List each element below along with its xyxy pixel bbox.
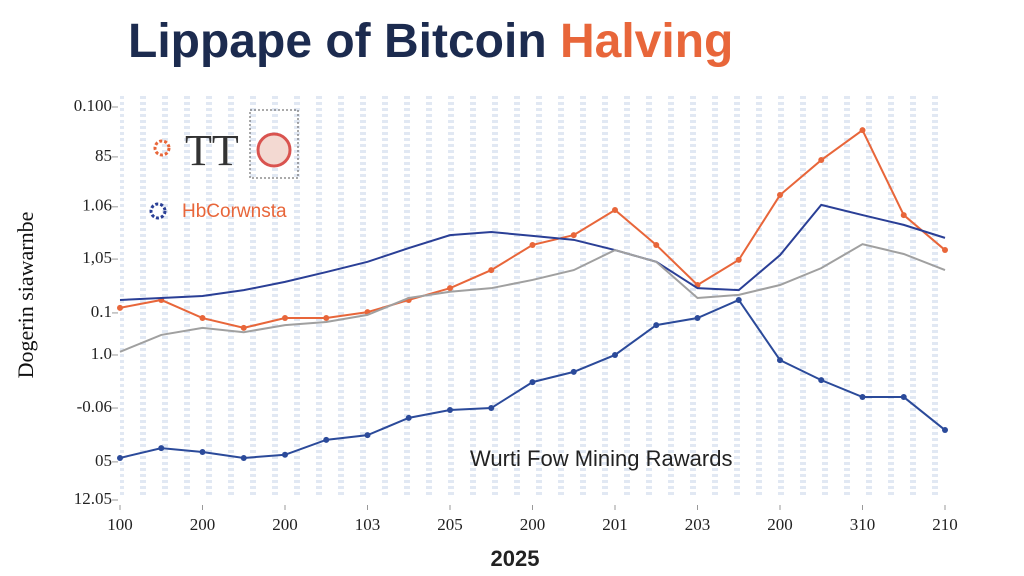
series-marker [447,285,453,292]
x-tick-label: 100 [107,515,133,534]
y-tick-label: 1,05 [82,248,112,267]
x-tick-label: 203 [685,515,711,534]
series-line [119,243,946,353]
series-marker [199,315,206,322]
legend-icon [153,139,171,157]
x-tick-label: 205 [437,515,463,534]
series-line [119,203,946,301]
series-marker [282,451,288,458]
series-marker [942,427,948,434]
series-marker [818,157,825,164]
series-marker [612,351,618,358]
series-marker [694,315,701,322]
series-marker [859,394,866,401]
y-tick-label: 85 [95,146,112,165]
x-tick-label: 201 [602,515,628,534]
x-tick-label: 200 [272,515,298,534]
series-marker [405,414,412,421]
y-tick-label: 1.06 [82,196,112,215]
legend-box [249,109,299,179]
series-marker [570,232,577,239]
y-tick-label: 0.1 [91,302,112,321]
series-marker [529,379,536,386]
legend-glyph: TT [185,126,239,175]
legend-label: HbCorwnsta [182,201,287,222]
y-tick-label: -0.06 [77,397,112,416]
series-marker [323,315,330,322]
series-marker [488,405,495,412]
y-axis-label: Dogerin siawarnbe [13,212,38,379]
x-tick-label: 200 [190,515,216,534]
y-tick-label: 05 [95,451,112,470]
legend-icon [256,132,292,168]
series-marker [570,368,577,375]
series-marker [777,192,783,199]
x-tick-label: 210 [932,515,958,534]
x-tick-label: 200 [520,515,546,534]
chart-title: Lippape of Bitcoin Halving [128,15,733,68]
y-tick-label: 0.100 [74,96,112,115]
series-marker [117,454,123,461]
series-marker [653,241,660,248]
series-marker [158,445,165,452]
series-marker [612,206,618,213]
series-marker [529,241,536,248]
series-marker [240,324,247,331]
series-marker [323,436,330,443]
series-marker [488,267,495,274]
x-tick-label: 200 [767,515,793,534]
series-marker [859,127,866,134]
annotation: Wurti Fow Mining Rawards [470,446,732,471]
y-tick-label: 12.05 [74,489,112,508]
series-marker [653,322,660,329]
y-tick-label: 1.0 [91,344,112,363]
series-marker [777,357,783,364]
legend: TT HbCorwnsta [149,109,299,222]
series-marker [735,296,742,303]
series-marker [364,432,371,439]
x-tick-label: 310 [850,515,876,534]
series-marker [447,407,453,414]
series-marker [282,315,288,322]
series-marker [117,304,123,311]
series-marker [199,449,206,456]
series-marker [818,377,825,384]
x-tick-label: 103 [355,515,381,534]
x-axis-label: 2025 [491,546,540,571]
background-bands [120,95,950,495]
series-marker [735,256,742,263]
legend-icon [149,202,167,220]
series-marker [900,212,907,219]
series-marker [900,394,907,401]
series-marker [240,454,247,461]
series-marker [942,247,948,254]
